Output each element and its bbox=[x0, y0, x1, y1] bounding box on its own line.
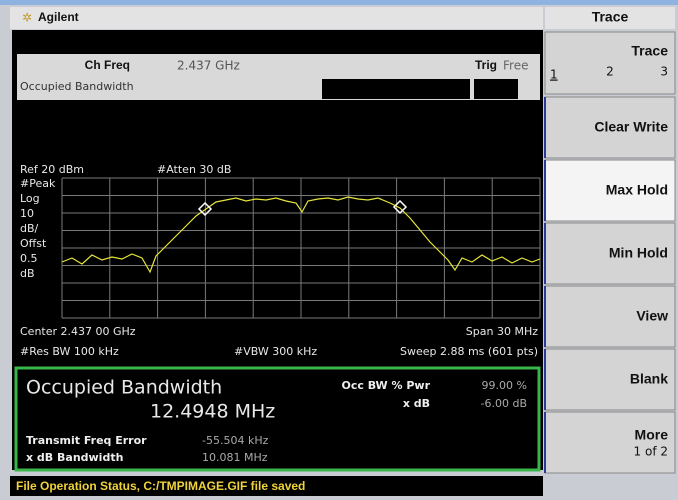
xdb-label: x dB bbox=[403, 397, 430, 410]
res-bw: #Res BW 100 kHz bbox=[20, 345, 119, 358]
trace-number: 2 bbox=[606, 65, 614, 79]
softkey-label: Blank bbox=[630, 371, 668, 387]
atten: #Atten 30 dB bbox=[157, 163, 231, 176]
scale-label: Offst bbox=[20, 237, 47, 250]
graph: Ref 20 dBm #Atten 30 dB Center 2.437 00 … bbox=[20, 163, 541, 358]
bar bbox=[322, 79, 470, 99]
marker bbox=[197, 199, 408, 217]
mode: Occupied Bandwidth bbox=[20, 80, 134, 93]
xdb-value: -6.00 dB bbox=[481, 397, 528, 410]
results-title: Occupied Bandwidth bbox=[26, 377, 222, 399]
scale-label: Log bbox=[20, 192, 40, 205]
scale-label: dB/ bbox=[20, 222, 39, 235]
softkey[interactable] bbox=[544, 159, 676, 222]
status: File Operation Status, C:/TMPIMAGE.GIF f… bbox=[16, 479, 305, 493]
top-edge bbox=[0, 0, 678, 5]
softkey-label: Clear Write bbox=[594, 119, 668, 135]
freq-err-label: Transmit Freq Error bbox=[26, 434, 147, 447]
scale-label: #Peak bbox=[20, 177, 56, 190]
ch-freq-value: 2.437 GHz bbox=[177, 59, 240, 73]
brand-bar bbox=[10, 7, 543, 29]
vbw: #VBW 300 kHz bbox=[234, 345, 317, 358]
span: Span 30 MHz bbox=[466, 325, 538, 338]
softkey-sub: 1 of 2 bbox=[634, 445, 668, 459]
xdb-bw-value: 10.081 MHz bbox=[202, 451, 268, 464]
sweep: Sweep 2.88 ms (601 pts) bbox=[400, 345, 538, 358]
softkey-label: More bbox=[635, 427, 669, 443]
ref: Ref 20 dBm bbox=[20, 163, 84, 176]
softkey[interactable] bbox=[544, 31, 676, 95]
softkey[interactable] bbox=[544, 411, 676, 474]
logo: ✲ bbox=[22, 11, 32, 25]
bar bbox=[474, 79, 518, 99]
status-bar bbox=[10, 476, 543, 496]
trace-number: 1 bbox=[550, 68, 558, 82]
ch-freq-label: Ch Freq bbox=[85, 58, 130, 72]
trace bbox=[61, 196, 541, 274]
pwr-label: Occ BW % Pwr bbox=[342, 379, 431, 392]
menu-title: Trace bbox=[592, 9, 629, 25]
trig-value: Free bbox=[503, 59, 528, 73]
softkey-label: Max Hold bbox=[606, 182, 668, 198]
pwr-value: 99.00 % bbox=[482, 379, 527, 392]
softkeys: Trace 1 2 3 Clear Write Max Hold Min Hold V… bbox=[544, 31, 676, 474]
brand: Agilent bbox=[38, 10, 79, 24]
menu-title-bar bbox=[545, 7, 675, 29]
softkey[interactable] bbox=[544, 285, 676, 348]
trace-number: 3 bbox=[660, 65, 668, 79]
softkey-label: View bbox=[636, 308, 668, 324]
xdb-bw-label: x dB Bandwidth bbox=[26, 451, 123, 464]
trig-label: Trig bbox=[475, 58, 497, 72]
center: Center 2.437 00 GHz bbox=[20, 325, 136, 338]
results-box bbox=[14, 366, 541, 472]
softkey-label: Min Hold bbox=[609, 245, 668, 261]
scale-label: 0.5 bbox=[20, 252, 38, 265]
scale-label: dB bbox=[20, 267, 35, 280]
softkey-label: Trace bbox=[631, 43, 668, 59]
scale-label: 10 bbox=[20, 207, 34, 220]
results-value: 12.4948 MHz bbox=[150, 401, 275, 423]
softkey[interactable] bbox=[544, 96, 676, 159]
freq-err-value: -55.504 kHz bbox=[202, 434, 269, 447]
